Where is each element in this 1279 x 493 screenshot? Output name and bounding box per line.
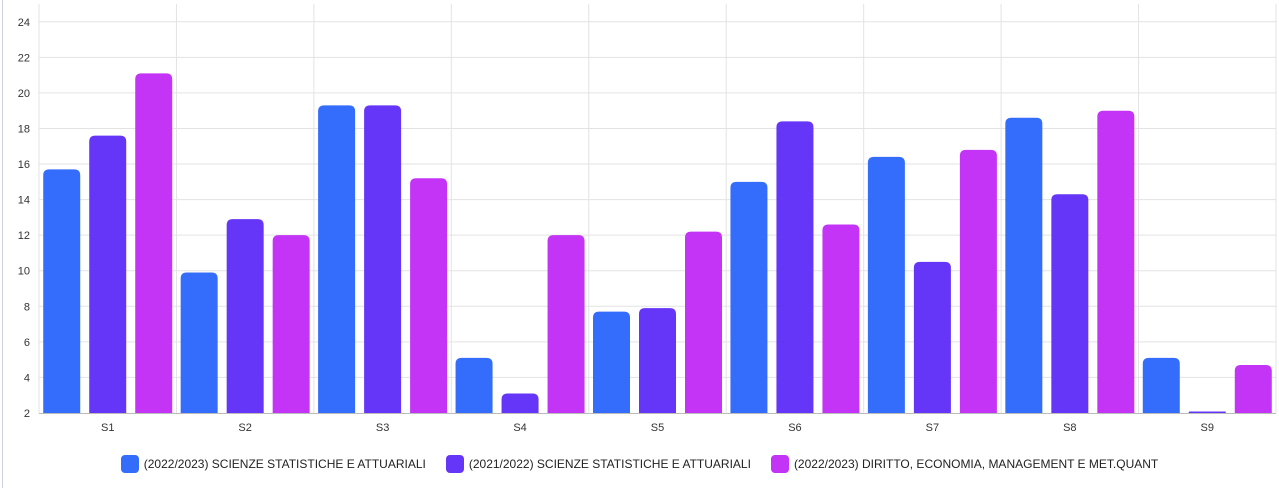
legend-swatch — [120, 455, 139, 473]
bar-s4-series-3 — [547, 235, 585, 413]
legend-label: (2022/2023) DIRITTO, ECONOMIA, MANAGEMEN… — [793, 457, 1159, 471]
legend-item[interactable]: (2021/2022) SCIENZE STATISTICHE E ATTUAR… — [445, 455, 751, 473]
bar-s2-series-3 — [272, 235, 310, 413]
bar-s2-series-2 — [226, 219, 264, 413]
bar-s2-series-1 — [180, 272, 218, 413]
bar-s5-series-1 — [593, 311, 630, 413]
grid — [38, 4, 1277, 413]
bar-s1-series-2 — [89, 135, 127, 413]
legend-label: (2021/2022) SCIENZE STATISTICHE E ATTUAR… — [468, 457, 751, 471]
bar-s9-series-3 — [1234, 364, 1272, 413]
y-tick-label: 24 — [18, 17, 30, 29]
bar-s8-series-1 — [1005, 117, 1043, 414]
bar-s6-series-1 — [730, 181, 768, 413]
x-tick-label: S9 — [1201, 422, 1214, 434]
bar-s3-series-3 — [410, 178, 448, 413]
legend-label: (2022/2023) SCIENZE STATISTICHE E ATTUAR… — [143, 457, 426, 471]
y-tick-label: 6 — [24, 337, 30, 349]
bar-s5-series-3 — [685, 231, 722, 413]
y-tick-label: 14 — [18, 195, 30, 207]
bar-s4-series-2 — [501, 393, 539, 413]
y-tick-label: 4 — [24, 372, 30, 384]
bar-s9-series-2 — [1188, 411, 1226, 413]
bar-s4-series-1 — [455, 357, 493, 413]
x-tick-label: S3 — [376, 422, 389, 434]
legend: (2022/2023) SCIENZE STATISTICHE E ATTUAR… — [0, 452, 1279, 476]
left-border — [2, 0, 3, 488]
x-tick-label: S4 — [513, 422, 526, 434]
bar-s1-series-1 — [43, 169, 81, 413]
bar-s8-series-2 — [1051, 194, 1089, 413]
y-tick-label: 10 — [18, 266, 30, 278]
x-tick-label: S1 — [101, 422, 114, 434]
bar-s9-series-1 — [1142, 357, 1180, 413]
y-tick-label: 8 — [24, 301, 30, 313]
x-tick-label: S6 — [788, 422, 801, 434]
x-tick-label: S2 — [238, 422, 251, 434]
bar-s6-series-2 — [776, 121, 814, 413]
legend-item[interactable]: (2022/2023) DIRITTO, ECONOMIA, MANAGEMEN… — [770, 455, 1159, 473]
x-tick-label: S7 — [926, 422, 939, 434]
y-tick-label: 20 — [18, 88, 30, 100]
legend-swatch — [770, 455, 789, 473]
legend-swatch — [445, 455, 464, 473]
y-tick-label: 16 — [18, 159, 30, 171]
legend-item[interactable]: (2022/2023) SCIENZE STATISTICHE E ATTUAR… — [120, 455, 426, 473]
bar-s6-series-3 — [822, 224, 860, 413]
y-tick-label: 2 — [24, 408, 30, 420]
bar-s7-series-3 — [959, 149, 997, 414]
y-tick-label: 12 — [18, 230, 30, 242]
bar-s3-series-1 — [318, 105, 356, 413]
bar-s7-series-1 — [867, 156, 905, 414]
bar-s5-series-2 — [639, 308, 676, 413]
x-tick-label: S5 — [651, 422, 664, 434]
bars — [43, 73, 1272, 414]
y-tick-label: 22 — [18, 52, 30, 64]
y-tick-label: 18 — [18, 123, 30, 135]
bar-s8-series-3 — [1097, 110, 1135, 414]
bar-s7-series-2 — [913, 261, 951, 413]
bar-s3-series-2 — [364, 105, 402, 413]
bar-s1-series-3 — [135, 73, 173, 413]
x-tick-label: S8 — [1063, 422, 1076, 434]
